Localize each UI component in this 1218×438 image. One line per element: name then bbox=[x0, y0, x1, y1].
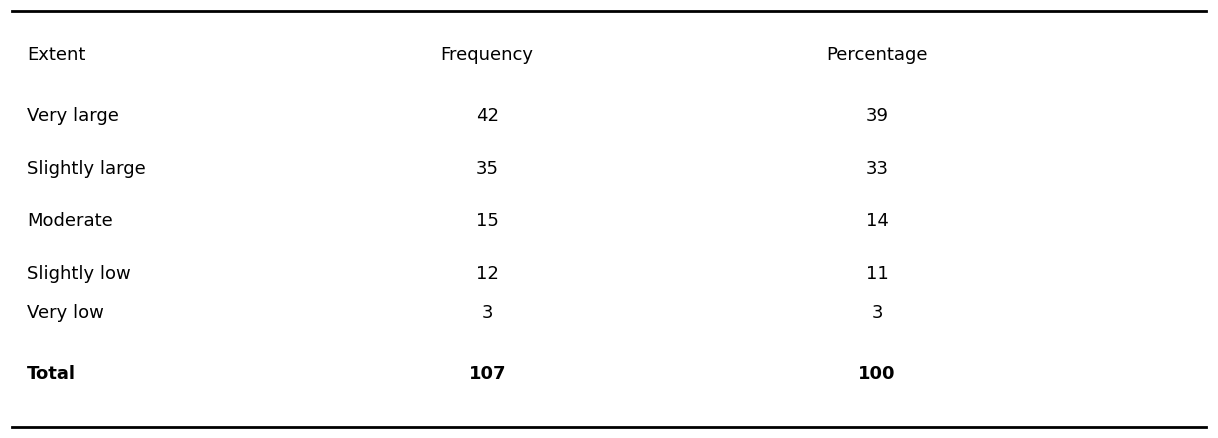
Text: 14: 14 bbox=[866, 212, 888, 230]
Text: 42: 42 bbox=[476, 107, 498, 125]
Text: Frequency: Frequency bbox=[441, 46, 533, 64]
Text: Moderate: Moderate bbox=[27, 212, 112, 230]
Text: Extent: Extent bbox=[27, 46, 85, 64]
Text: Slightly low: Slightly low bbox=[27, 265, 130, 283]
Text: 15: 15 bbox=[476, 212, 498, 230]
Text: 39: 39 bbox=[866, 107, 888, 125]
Text: 3: 3 bbox=[481, 304, 493, 322]
Text: 107: 107 bbox=[469, 365, 505, 384]
Text: 100: 100 bbox=[859, 365, 895, 384]
Text: 33: 33 bbox=[866, 159, 888, 178]
Text: Very low: Very low bbox=[27, 304, 104, 322]
Text: 3: 3 bbox=[871, 304, 883, 322]
Text: Very large: Very large bbox=[27, 107, 118, 125]
Text: Slightly large: Slightly large bbox=[27, 159, 145, 178]
Text: 35: 35 bbox=[476, 159, 498, 178]
Text: Total: Total bbox=[27, 365, 76, 384]
Text: 12: 12 bbox=[476, 265, 498, 283]
Text: Percentage: Percentage bbox=[826, 46, 928, 64]
Text: 11: 11 bbox=[866, 265, 888, 283]
